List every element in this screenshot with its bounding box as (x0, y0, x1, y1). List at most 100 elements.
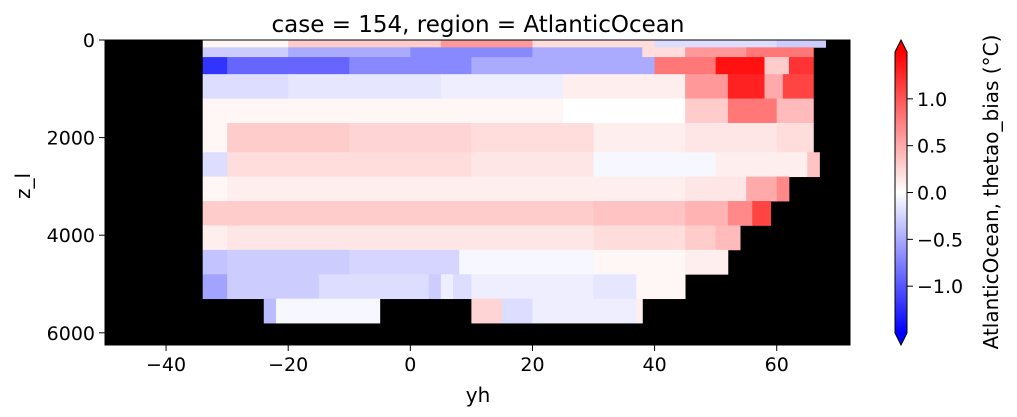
heatmap-cell (453, 274, 472, 300)
heatmap-cell (202, 249, 228, 275)
heatmap-cell (593, 274, 637, 300)
heatmap-cell (685, 249, 729, 275)
y-tick-label: 0 (83, 30, 95, 52)
heatmap-cell (202, 225, 228, 251)
y-axis: 0 2000 4000 6000 (47, 30, 105, 345)
heatmap-cell (788, 57, 814, 75)
heatmap-cell (410, 201, 594, 226)
x-tick-label: −40 (146, 354, 186, 376)
heatmap-cell (715, 152, 808, 178)
heatmap-cell (471, 57, 655, 75)
heatmap-cell (227, 57, 350, 75)
x-tick-label: 20 (520, 354, 544, 376)
heatmap-cell (318, 274, 430, 300)
heatmap-cell (471, 274, 594, 300)
heatmap-cell (593, 225, 686, 251)
x-axis-label: yh (466, 383, 491, 407)
heatmap-cell (593, 201, 686, 226)
y-tick-label: 2000 (47, 128, 95, 150)
y-tick-label: 6000 (47, 323, 95, 345)
colorbar-tick-label: −0.5 (917, 229, 963, 251)
heatmap-cell (532, 298, 637, 324)
heatmap-cell (288, 47, 411, 58)
heatmap-cell (440, 74, 564, 99)
heatmap-cell (685, 176, 747, 202)
heatmap-cell (471, 152, 594, 178)
heatmap-cell (349, 57, 472, 75)
heatmap-cell (727, 74, 765, 99)
heatmap-cell (410, 176, 594, 202)
heatmap-cell (654, 40, 778, 48)
heatmap-cell (776, 40, 826, 48)
heatmap-cell (776, 122, 814, 153)
colorbar-tick-label: 0.0 (917, 183, 947, 205)
heatmap-cell (410, 47, 533, 58)
colorbar-ticks: −1.0 −0.5 0.0 0.5 1.0 (907, 89, 963, 298)
plot-frame (104, 39, 851, 346)
colorbar-extend-max (895, 40, 907, 52)
heatmap-cell (202, 47, 289, 58)
heatmap-cell (227, 122, 350, 153)
heatmap-cell (428, 274, 442, 300)
heatmap-cell (440, 274, 454, 300)
heatmap-cell (562, 98, 686, 124)
colorbar-tick-label: −1.0 (917, 276, 963, 298)
heatmap-cell (642, 47, 686, 58)
heatmap-cell (764, 57, 790, 75)
heatmap-cell (471, 122, 594, 153)
heatmap-cell (593, 122, 686, 153)
heatmap-cell (227, 249, 350, 275)
colorbar-label: AtlanticOcean, thetao_bias (°C) (979, 35, 1003, 350)
heatmap-cell (685, 47, 747, 58)
heatmap-cell (202, 274, 228, 300)
heatmap-cell (764, 74, 784, 99)
heatmap-cell (202, 152, 228, 178)
heatmap-cell (532, 40, 655, 48)
heatmap-cell (227, 152, 350, 178)
heatmap-cell (715, 57, 765, 75)
heatmap-cell (288, 40, 442, 48)
heatmap-cell (782, 74, 814, 99)
heatmap-cell (275, 298, 381, 324)
x-tick-label: 0 (404, 354, 416, 376)
heatmap-cell (202, 98, 289, 124)
heatmap-cell (715, 225, 741, 251)
heatmap-cell (227, 176, 411, 202)
heatmap-cell (227, 201, 411, 226)
colorbar-extend-min (895, 333, 907, 345)
colorbar-tick-label: 0.5 (917, 136, 947, 158)
heatmap-cell (562, 74, 686, 99)
colorbar-outline (894, 38, 908, 347)
heatmap-cell (807, 152, 820, 178)
heatmap-cell (685, 225, 717, 251)
y-axis-label: z_l (11, 173, 35, 199)
heatmap-cell (440, 40, 533, 48)
heatmap-cell (776, 176, 790, 202)
heatmap-cell (752, 201, 772, 226)
heatmap-cell (288, 74, 442, 99)
chart-title: case = 154, region = AtlanticOcean (272, 12, 685, 38)
heatmap-cells (202, 40, 826, 324)
heatmap-cell (202, 57, 228, 75)
heatmap-cell (636, 298, 643, 324)
heatmap-cell (202, 74, 289, 99)
heatmap-cell (288, 98, 442, 124)
heatmap-cell (746, 176, 778, 202)
heatmap-cell (593, 152, 717, 178)
y-tick-label: 4000 (47, 225, 95, 247)
heatmap-cell (501, 298, 533, 324)
heatmap-cell (263, 298, 277, 324)
x-tick-label: 60 (765, 354, 789, 376)
heatmap-cell (227, 274, 320, 300)
heatmap-cell (349, 122, 472, 153)
heatmap-cell (727, 98, 778, 124)
heatmap-cell (593, 249, 686, 275)
heatmap-cell (685, 201, 729, 226)
heatmap-cell (349, 152, 472, 178)
heatmap-cell (685, 98, 729, 124)
x-tick-label: −20 (268, 354, 308, 376)
heatmap-cell (349, 249, 460, 275)
heatmap-cell (746, 47, 814, 58)
colorbar-gradient (895, 52, 907, 333)
heatmap-cell (593, 176, 686, 202)
